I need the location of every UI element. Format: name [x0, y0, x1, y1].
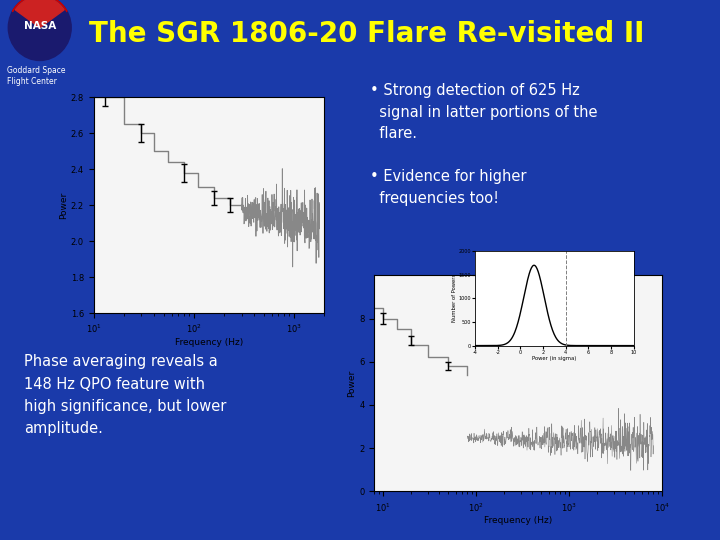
Text: • Evidence for higher
  frequencies too!: • Evidence for higher frequencies too! — [370, 170, 527, 206]
X-axis label: Power (in sigma): Power (in sigma) — [532, 356, 577, 361]
Circle shape — [9, 0, 71, 60]
Text: Phase averaging reveals a
148 Hz QPO feature with
high significance, but lower
a: Phase averaging reveals a 148 Hz QPO fea… — [24, 354, 226, 436]
Wedge shape — [15, 0, 64, 28]
Y-axis label: Power: Power — [348, 370, 356, 397]
Text: NASA: NASA — [24, 21, 56, 31]
Circle shape — [10, 0, 70, 59]
X-axis label: Frequency (Hz): Frequency (Hz) — [485, 516, 552, 525]
Wedge shape — [12, 0, 67, 28]
Y-axis label: Number of Powers: Number of Powers — [452, 274, 457, 322]
Text: • Strong detection of 625 Hz
  signal in latter portions of the
  flare.: • Strong detection of 625 Hz signal in l… — [370, 83, 598, 141]
X-axis label: Frequency (Hz): Frequency (Hz) — [175, 338, 243, 347]
Text: The SGR 1806-20 Flare Re-visited II: The SGR 1806-20 Flare Re-visited II — [89, 19, 644, 48]
Text: Flight Center: Flight Center — [6, 77, 56, 86]
Y-axis label: Power: Power — [59, 192, 68, 219]
Text: Goddard Space: Goddard Space — [6, 66, 65, 76]
